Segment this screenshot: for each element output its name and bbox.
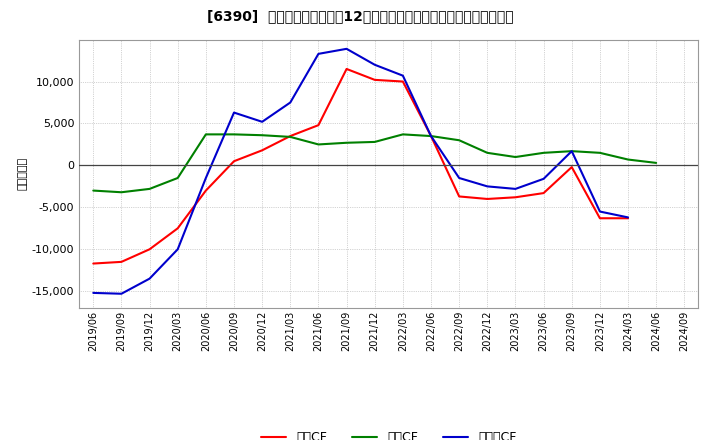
営業CF xyxy=(511,194,520,200)
営業CF xyxy=(286,133,294,139)
投資CF xyxy=(117,190,126,195)
投資CF xyxy=(427,133,436,139)
投資CF xyxy=(595,150,604,155)
営業CF xyxy=(117,259,126,264)
営業CF xyxy=(314,122,323,128)
フリーCF xyxy=(342,46,351,51)
フリーCF xyxy=(567,149,576,154)
フリーCF xyxy=(202,176,210,181)
営業CF xyxy=(427,133,436,139)
投資CF xyxy=(624,157,632,162)
投資CF xyxy=(455,138,464,143)
投資CF xyxy=(258,132,266,138)
フリーCF xyxy=(230,110,238,115)
フリーCF xyxy=(624,215,632,220)
投資CF xyxy=(145,186,154,191)
投資CF xyxy=(399,132,408,137)
フリーCF xyxy=(314,51,323,56)
フリーCF xyxy=(174,247,182,252)
営業CF xyxy=(455,194,464,199)
フリーCF xyxy=(399,73,408,78)
フリーCF xyxy=(258,119,266,125)
フリーCF xyxy=(145,276,154,281)
営業CF xyxy=(89,261,98,266)
投資CF xyxy=(202,132,210,137)
フリーCF xyxy=(427,133,436,139)
フリーCF xyxy=(89,290,98,296)
フリーCF xyxy=(539,176,548,181)
投資CF xyxy=(314,142,323,147)
フリーCF xyxy=(511,186,520,191)
営業CF xyxy=(174,226,182,231)
営業CF xyxy=(230,158,238,164)
Legend: 営業CF, 投資CF, フリーCF: 営業CF, 投資CF, フリーCF xyxy=(256,426,521,440)
フリーCF xyxy=(455,176,464,181)
フリーCF xyxy=(595,209,604,214)
投資CF xyxy=(511,154,520,160)
フリーCF xyxy=(370,62,379,67)
投資CF xyxy=(370,139,379,145)
営業CF xyxy=(202,188,210,193)
営業CF xyxy=(567,165,576,170)
フリーCF xyxy=(483,184,492,189)
営業CF xyxy=(595,216,604,221)
投資CF xyxy=(652,160,660,165)
投資CF xyxy=(286,134,294,139)
投資CF xyxy=(230,132,238,137)
Y-axis label: （百万円）: （百万円） xyxy=(18,157,27,191)
営業CF xyxy=(258,148,266,153)
営業CF xyxy=(539,191,548,196)
営業CF xyxy=(483,196,492,202)
投資CF xyxy=(174,176,182,181)
営業CF xyxy=(342,66,351,72)
投資CF xyxy=(567,149,576,154)
営業CF xyxy=(624,216,632,221)
Line: フリーCF: フリーCF xyxy=(94,49,628,294)
投資CF xyxy=(539,150,548,155)
営業CF xyxy=(145,247,154,252)
フリーCF xyxy=(286,100,294,105)
投資CF xyxy=(483,150,492,155)
Text: [6390]  キャッシュフローの12か月移動合計の対前年同期増減額の推移: [6390] キャッシュフローの12か月移動合計の対前年同期増減額の推移 xyxy=(207,9,513,23)
営業CF xyxy=(399,79,408,84)
投資CF xyxy=(89,188,98,193)
投資CF xyxy=(342,140,351,145)
Line: 営業CF: 営業CF xyxy=(94,69,628,264)
フリーCF xyxy=(117,291,126,297)
営業CF xyxy=(370,77,379,83)
Line: 投資CF: 投資CF xyxy=(94,134,656,192)
